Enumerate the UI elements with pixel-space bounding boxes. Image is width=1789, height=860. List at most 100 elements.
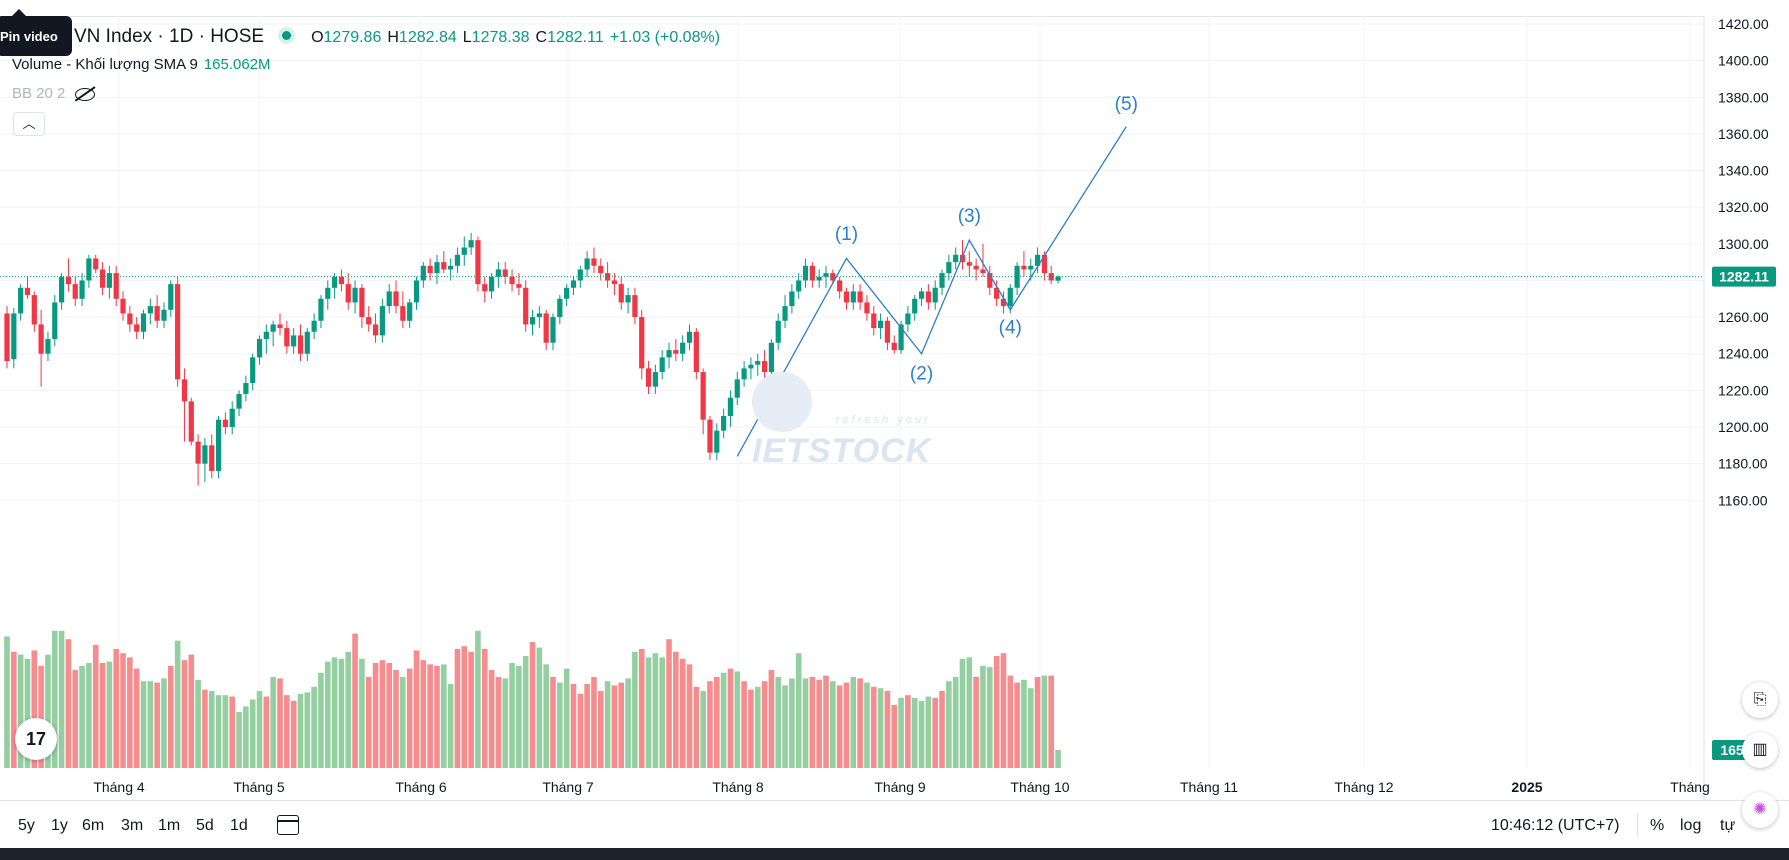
volume-bar <box>1014 682 1020 768</box>
timeframe-5d[interactable]: 5d <box>196 817 214 834</box>
candle-body <box>850 291 856 303</box>
volume-bar <box>591 677 597 768</box>
volume-bar <box>789 678 795 768</box>
volume-bar <box>379 660 386 768</box>
x-tick-label: Tháng <box>1670 779 1710 795</box>
candle-body <box>270 324 276 332</box>
calendar-icon[interactable] <box>277 815 299 835</box>
price-axis: 1160.00 1180.00 1200.00 1220.00 1240.00 1260.… <box>1703 16 1789 800</box>
timeframe-1m[interactable]: 1m <box>158 817 181 834</box>
timeframe-5y[interactable]: 5y <box>18 817 35 834</box>
candle-body <box>727 397 734 417</box>
volume-bar <box>263 696 270 768</box>
wave-label: (4) <box>999 318 1022 339</box>
close-label: C <box>535 29 548 46</box>
symbol-legend: VN Index · 1D · HOSE O1279.86 H1282.84 L127… <box>74 26 726 48</box>
x-tick-label: Tháng 11 <box>1180 779 1238 795</box>
volume-bar <box>1027 688 1034 768</box>
chevron-up-icon: ︿ <box>22 116 36 131</box>
candle-body <box>912 298 918 314</box>
ai-assistant-button[interactable]: ✺ <box>1742 792 1778 828</box>
candle-body <box>707 419 713 453</box>
volume-bar <box>918 700 925 768</box>
candle-body <box>816 276 822 281</box>
candle-body <box>686 331 693 343</box>
volume-bar <box>311 686 317 768</box>
volume-bar <box>714 677 720 768</box>
log-toggle[interactable]: log <box>1680 817 1702 834</box>
candle-body <box>714 430 720 453</box>
candle-body <box>448 265 454 270</box>
candle-body <box>45 339 51 354</box>
volume-bar <box>632 651 638 768</box>
candle-body <box>1048 273 1054 281</box>
volume-bar <box>318 672 324 768</box>
wave-label: (2) <box>910 363 933 384</box>
clock[interactable]: 10:46:12 (UTC+7) <box>1491 817 1620 834</box>
timeframe-1d[interactable]: 1d <box>230 817 248 834</box>
candle-body <box>106 273 112 288</box>
volume-legend[interactable]: Volume - Khối lượng SMA 9 165.062M <box>12 56 271 73</box>
volume-bar <box>666 639 672 768</box>
candle-body <box>925 291 931 303</box>
candle-body <box>311 320 317 332</box>
volume-bar <box>959 658 966 768</box>
volume-bar <box>147 681 154 768</box>
candle-body <box>256 339 263 358</box>
y-tick-label: 1360.00 <box>1718 126 1769 142</box>
auto-scale-toggle[interactable]: tự <box>1720 817 1736 834</box>
toolbar-divider <box>1637 813 1638 837</box>
symbol-title[interactable]: VN Index · 1D · HOSE <box>74 26 265 47</box>
volume-bar <box>693 686 700 768</box>
candle-body <box>577 269 583 281</box>
candle-body <box>59 276 65 303</box>
volume-bar <box>113 649 119 768</box>
grid <box>0 16 1704 768</box>
volume-bar <box>836 685 843 768</box>
hidden-eye-icon[interactable] <box>75 87 96 101</box>
candle-body <box>516 284 522 288</box>
timeframe-6m[interactable]: 6m <box>82 817 105 834</box>
price-chart[interactable]: (1) (2) (3) (4) (5) 1160.00 1180.00 1200.00 122… <box>0 16 1789 800</box>
candle-body <box>570 280 577 288</box>
volume-bar <box>174 640 181 768</box>
volume-bar <box>830 681 836 768</box>
top-toolbar-strip <box>0 0 1789 17</box>
translate-button[interactable]: ⎘ <box>1742 682 1778 718</box>
volume-bar <box>202 689 208 768</box>
bb-legend[interactable]: BB 20 2 <box>12 85 96 102</box>
volume-indicator-label: Volume - Khối lượng SMA 9 <box>12 56 198 73</box>
candle-body <box>509 276 515 285</box>
volume-bars <box>4 630 1061 768</box>
candle-body <box>461 247 467 255</box>
timeframe-1y[interactable]: 1y <box>51 817 68 834</box>
percent-toggle[interactable]: % <box>1650 817 1665 834</box>
candle-body <box>31 295 37 325</box>
volume-bar <box>993 656 1000 768</box>
volume-bar <box>256 691 263 768</box>
volume-bar <box>597 691 604 768</box>
volume-bar <box>208 691 215 768</box>
candle-body <box>1055 276 1061 281</box>
collapse-legend-button[interactable]: ︿ <box>13 112 45 136</box>
reader-button[interactable]: ▥ <box>1742 732 1778 768</box>
volume-bar <box>324 661 331 768</box>
candle-body <box>755 361 761 365</box>
market-status-icon[interactable] <box>282 31 292 41</box>
candle-body <box>140 313 147 332</box>
volume-bar <box>481 649 488 768</box>
candle-body <box>591 258 597 266</box>
timeframe-3m[interactable]: 3m <box>121 817 144 834</box>
volume-bar <box>932 698 938 768</box>
volume-bar <box>802 678 809 768</box>
candle-body <box>93 258 99 270</box>
volume-bar <box>625 678 631 768</box>
volume-bar <box>768 670 775 768</box>
candle-body <box>639 317 645 369</box>
candle-body <box>761 361 768 373</box>
volume-bar <box>468 651 474 768</box>
candle-body <box>154 306 160 321</box>
tradingview-logo[interactable]: 17 <box>15 718 57 760</box>
bottom-toolbar: 5y 1y 6m 3m 1m 5d 1d 10:46:12 (UTC+7) % … <box>0 800 1789 849</box>
volume-bar <box>1007 675 1014 768</box>
